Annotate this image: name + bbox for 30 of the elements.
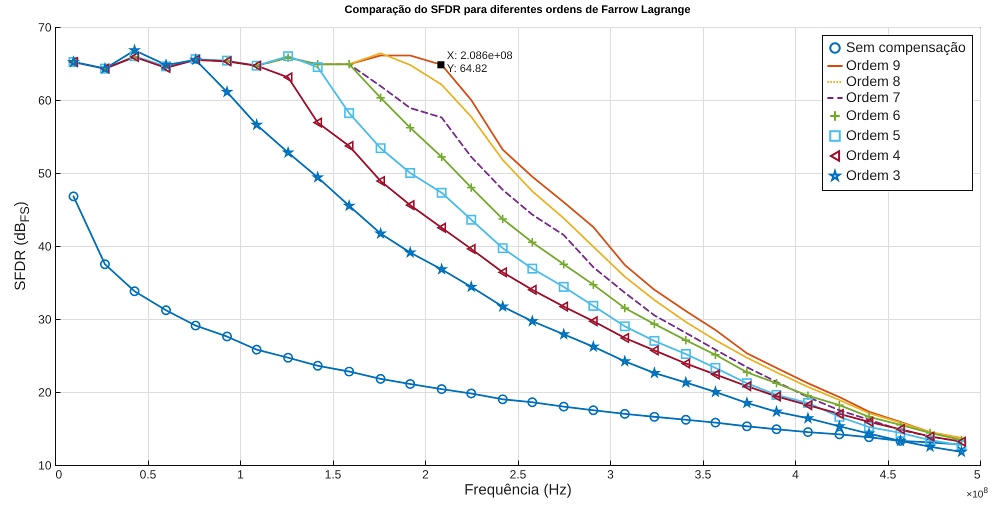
y-tick-label: 60 (38, 94, 52, 108)
legend-label: Ordem 7 (846, 89, 901, 105)
legend-label: Ordem 5 (846, 127, 901, 143)
legend-label: Ordem 3 (846, 167, 901, 183)
x-axis-title: Frequência (Hz) (464, 482, 572, 498)
x-tick-label: 0 (56, 468, 62, 482)
y-tick-label: 30 (38, 312, 52, 326)
x-tick-label: 4.5 (880, 468, 897, 482)
x-tick-label: 3 (607, 468, 614, 482)
x-tick-label: 1.5 (324, 468, 342, 482)
legend-label: Sem compensação (846, 39, 966, 55)
x-tick-label: 4 (792, 468, 800, 482)
legend-label: Ordem 8 (846, 73, 901, 89)
annotation: X: 2.086e+08 Y: 64.82 (446, 50, 513, 75)
y-tick-label: 40 (38, 240, 52, 254)
x-tick-label: 5 (974, 468, 981, 482)
legend-label: Ordem 6 (846, 107, 901, 123)
chart-title: Comparação do SFDR para diferentes ordens de Farrow Lagrange (344, 4, 690, 16)
x-tick-label: 1 (237, 468, 244, 482)
x-tick-label: 2 (422, 468, 430, 482)
x-tick-label: 0.5 (140, 468, 157, 482)
y-tick-label: 10 (38, 458, 52, 472)
x-tick-label: 2.5 (510, 468, 527, 482)
text: ×10$^{8}$ (966, 485, 988, 500)
y-tick-label: 20 (38, 386, 52, 400)
legend-label: Ordem 9 (846, 57, 901, 73)
y-tick-label: 50 (38, 166, 52, 180)
legend-label: Ordem 4 (846, 147, 901, 163)
y-tick-label: 70 (38, 20, 52, 34)
x-tick-label: 3.5 (694, 468, 712, 482)
